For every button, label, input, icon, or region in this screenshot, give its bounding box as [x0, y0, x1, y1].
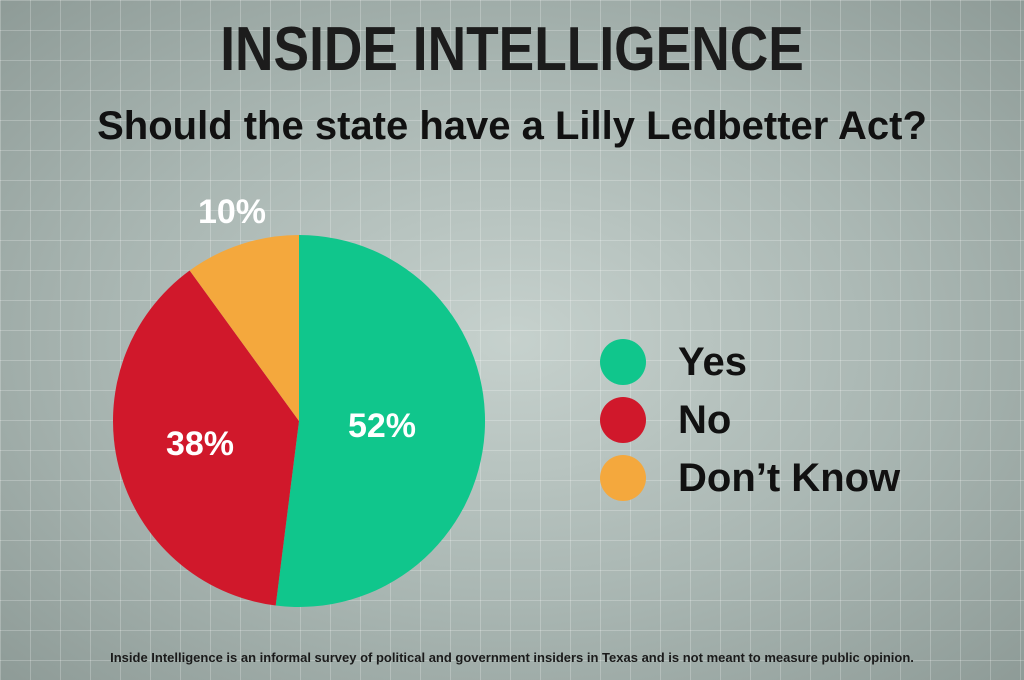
legend-item-no: No — [600, 391, 900, 449]
pie-slice-yes — [275, 235, 486, 607]
legend-label-no: No — [678, 397, 732, 442]
legend-label-dont-know: Don’t Know — [678, 455, 901, 500]
legend-swatch-dont-know — [600, 455, 646, 501]
slice-label-no: 38% — [166, 425, 234, 463]
slice-label-yes: 52% — [348, 407, 416, 445]
legend-label-yes: Yes — [678, 339, 747, 384]
legend-item-dont-know: Don’t Know — [600, 449, 900, 507]
pie-slice-no — [112, 270, 300, 606]
brand-title: INSIDE INTELLIGENCE — [220, 15, 804, 84]
legend-item-yes: Yes — [600, 333, 900, 391]
slice-label-don-t-know: 10% — [198, 193, 266, 231]
legend-swatch-yes — [600, 339, 646, 385]
chart-title: Should the state have a Lilly Ledbetter … — [97, 104, 927, 148]
legend-swatch-no — [600, 397, 646, 443]
pie-slice-don-t-know — [189, 235, 299, 421]
legend: Yes No Don’t Know — [600, 333, 900, 507]
footnote: Inside Intelligence is an informal surve… — [110, 650, 914, 665]
